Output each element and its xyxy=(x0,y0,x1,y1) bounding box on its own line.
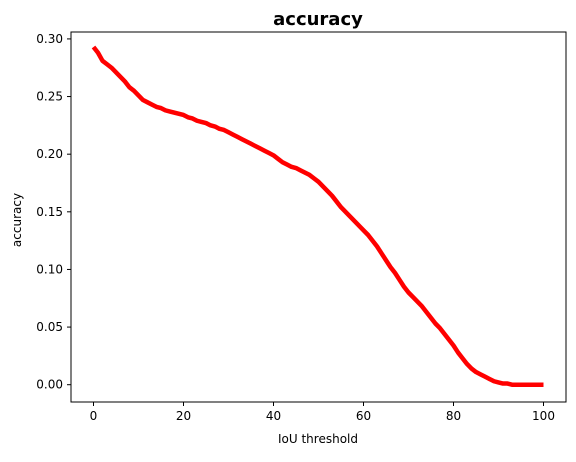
y-tick-label: 0.10 xyxy=(36,262,63,276)
y-tick-label: 0.25 xyxy=(36,90,63,104)
x-tick-label: 0 xyxy=(90,409,98,423)
x-axis-label: IoU threshold xyxy=(278,432,358,446)
y-tick-label: 0.30 xyxy=(36,32,63,46)
y-axis-label: accuracy xyxy=(10,193,24,247)
series-line-0 xyxy=(91,45,544,387)
x-tick-label: 60 xyxy=(356,409,371,423)
y-tick-label: 0.20 xyxy=(36,147,63,161)
x-tick-label: 20 xyxy=(176,409,191,423)
axes: 0 20 40 60 80 100 0.00 0.05 0.10 0.15 0.20 0.25 0.30 xyxy=(36,31,567,423)
axes-frame xyxy=(70,31,567,403)
y-tick-label: 0.00 xyxy=(36,378,63,392)
y-tick-label: 0.05 xyxy=(36,320,63,334)
x-tick-label: 80 xyxy=(446,409,461,423)
y-tick-label: 0.15 xyxy=(36,205,63,219)
x-tick-label: 40 xyxy=(266,409,281,423)
chart-title: accuracy xyxy=(273,9,363,30)
plot-area xyxy=(91,45,544,387)
x-tick-label: 100 xyxy=(532,409,555,423)
